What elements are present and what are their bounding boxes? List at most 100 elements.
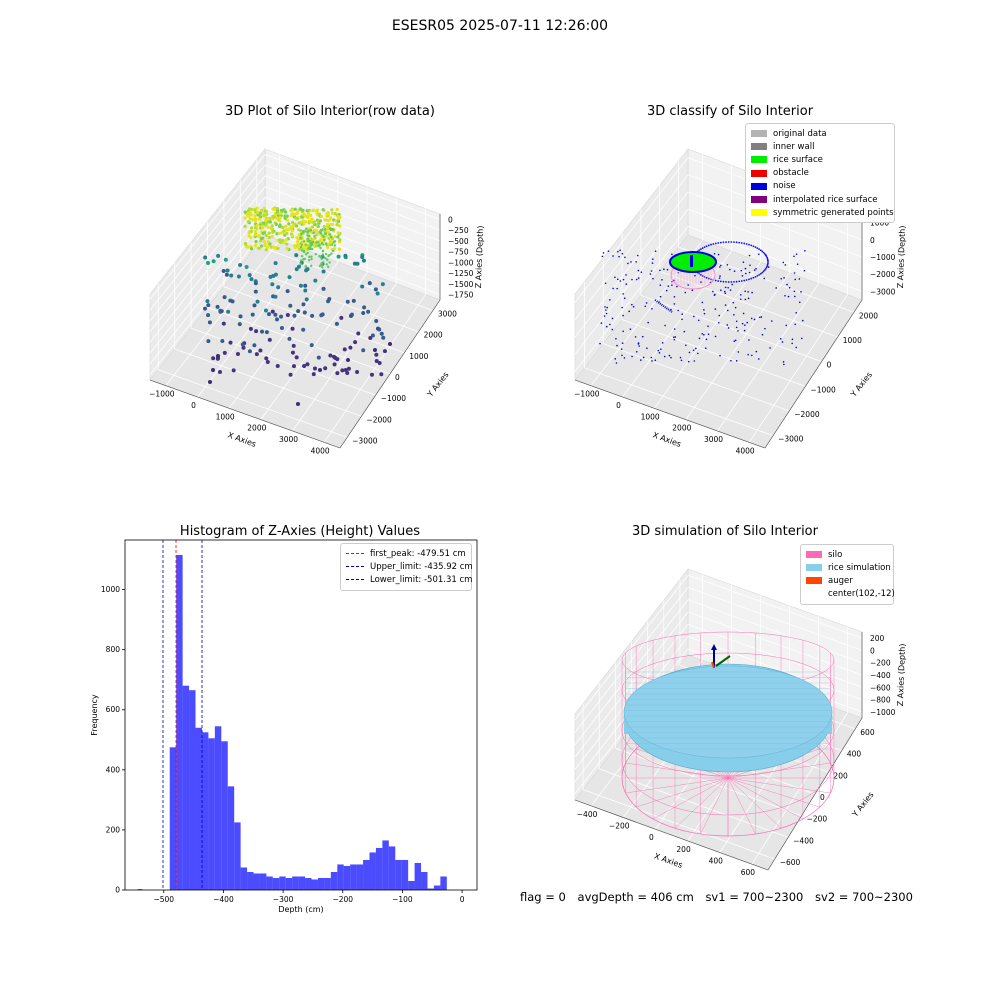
p2-noise-point	[601, 255, 604, 258]
p1-point-surface	[255, 223, 259, 228]
p1-point-surface	[257, 246, 261, 250]
p1-point-surface	[306, 237, 310, 241]
p2-noise-point	[769, 347, 771, 349]
p1-grid-z	[264, 186, 441, 252]
p1-xtick: 3000	[279, 435, 298, 444]
p1-point-surface	[335, 222, 339, 227]
p2-noise-point	[623, 357, 626, 359]
p2-noise-point	[704, 347, 707, 350]
p2-ring-point	[763, 252, 766, 255]
p2-noise-point	[729, 289, 732, 291]
p1-point-surface	[338, 238, 342, 242]
p2-noise-point	[614, 276, 616, 279]
p2-noise-point	[659, 295, 662, 298]
p2-ring-point	[703, 246, 706, 249]
p1-point-wall	[304, 243, 307, 246]
p1-point	[320, 312, 325, 317]
p1-point	[362, 305, 367, 310]
p2-noise-point	[755, 350, 758, 353]
p1-point	[290, 326, 295, 331]
legend-label: obstacle	[773, 168, 809, 179]
p1-point	[287, 336, 292, 341]
p1-point	[370, 333, 375, 338]
p1-point-surface	[300, 215, 304, 219]
p2-noise-point	[611, 328, 614, 331]
p2-noise-point	[720, 289, 722, 291]
p1-point	[356, 331, 361, 336]
p1-point	[254, 329, 259, 334]
p1-point-surface	[313, 228, 317, 232]
p1-point	[348, 345, 353, 350]
p2-noise-point	[602, 252, 605, 254]
p2-noise-point	[616, 287, 619, 290]
p1-point-surface	[272, 245, 276, 249]
p1-point-wall	[324, 252, 328, 256]
p2-grid-y	[640, 295, 822, 363]
p1-point-surface	[317, 212, 322, 216]
silo-bottom-spoke	[727, 777, 831, 794]
p1-point-surface	[297, 228, 301, 232]
p2-ring-point	[710, 243, 712, 246]
p1-point	[266, 312, 271, 317]
p1-point	[218, 309, 223, 314]
p1-grid-y	[207, 307, 391, 375]
p1-point-wall	[325, 263, 328, 266]
p1-point	[250, 312, 255, 317]
p1-point	[377, 360, 382, 365]
p1-point-wall	[310, 264, 313, 268]
p2-noise-point	[744, 267, 747, 270]
p1-point-wall	[317, 241, 320, 244]
p2-ytick: 1000	[843, 336, 862, 345]
histogram-bar	[227, 786, 235, 890]
p2-noise-point	[644, 305, 647, 308]
p1-point	[373, 287, 378, 292]
p2-ytick: 2000	[859, 311, 878, 320]
p2-noise-point	[652, 258, 654, 260]
p2-noise-point	[779, 338, 782, 340]
p1-point-surface	[267, 235, 271, 240]
p1-grid-z	[264, 229, 441, 295]
p2-noise-point	[780, 277, 783, 280]
p1-point-surface	[253, 229, 257, 234]
p2-noise-point	[661, 278, 663, 281]
p2-y-axis-line	[764, 299, 863, 449]
histogram-ylabel: Frequency	[90, 694, 99, 736]
p1-point-wall	[319, 246, 322, 250]
p1-point	[206, 303, 211, 308]
p1-point	[339, 315, 344, 320]
p2-noise-point	[724, 292, 727, 295]
p1-point-surface	[334, 219, 338, 223]
p1-xtick: 0	[191, 401, 196, 410]
histogram-ytick-label: 600	[106, 705, 121, 714]
p1-point-surface	[321, 208, 325, 212]
p1-point	[342, 347, 347, 352]
legend-swatch	[806, 564, 822, 572]
p1-point-surface	[265, 245, 270, 249]
p2-ring-point	[767, 261, 769, 263]
p1-ztick: −750	[448, 248, 469, 257]
p1-ztick: 0	[448, 215, 453, 224]
legend-swatch	[751, 209, 767, 217]
p1-point-surface	[290, 229, 294, 233]
legend-swatch	[751, 169, 767, 177]
p1-zlabel: Z Axies (Depth)	[474, 225, 485, 288]
p1-point	[288, 372, 293, 377]
legend-item: inner wall	[751, 140, 889, 153]
histogram-bar	[272, 877, 280, 890]
p1-point	[220, 339, 225, 344]
p2-noise-point	[605, 309, 607, 311]
p2-noise-point	[798, 278, 801, 280]
p1-grid-z	[264, 154, 441, 220]
legend-swatch	[806, 577, 822, 585]
p1-point-surface	[249, 247, 254, 251]
p1-point	[334, 321, 339, 326]
p2-noise-point	[742, 261, 745, 264]
histogram-title: Histogram of Z-Axies (Height) Values	[179, 524, 421, 539]
p2-noise-point	[636, 254, 639, 257]
legend-label: noise	[773, 181, 796, 192]
p2-noise-point	[622, 330, 624, 333]
p1-point-surface	[264, 233, 268, 238]
p2-noise-point	[719, 266, 721, 268]
p1-point-surface	[336, 219, 341, 224]
p1-point-surface	[284, 210, 288, 214]
